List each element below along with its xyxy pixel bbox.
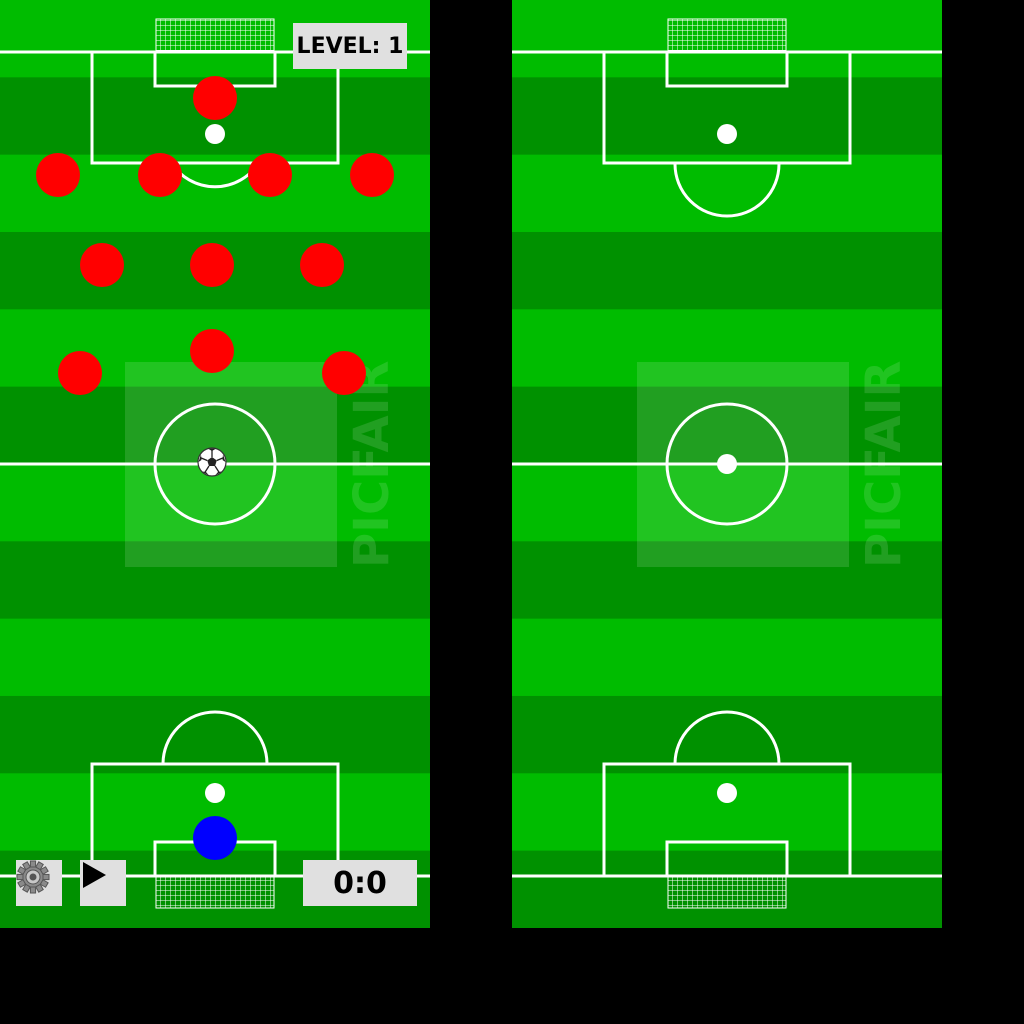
opponent-player bbox=[36, 153, 80, 197]
opponent-player bbox=[322, 351, 366, 395]
soccer-ball-icon[interactable] bbox=[197, 447, 227, 477]
grass-stripe bbox=[512, 386, 942, 465]
grass-stripe bbox=[512, 463, 942, 542]
grass-stripe bbox=[0, 618, 430, 697]
center-spot bbox=[717, 454, 737, 474]
grass-stripe bbox=[512, 541, 942, 620]
gear-icon bbox=[16, 860, 50, 894]
grass-stripe bbox=[512, 309, 942, 388]
bottom-penalty-arc bbox=[161, 710, 269, 765]
bottom-goal-net bbox=[667, 875, 787, 909]
bottom-penalty-arc bbox=[673, 710, 781, 765]
top-goal-net bbox=[155, 18, 275, 53]
center-circle bbox=[665, 402, 789, 526]
bottom-penalty-spot bbox=[717, 783, 737, 803]
top-penalty-spot bbox=[205, 124, 225, 144]
score-display: 0:0 bbox=[303, 860, 417, 906]
opponent-player bbox=[138, 153, 182, 197]
top-penalty-spot bbox=[717, 124, 737, 144]
settings-button[interactable] bbox=[16, 860, 62, 906]
opponent-player bbox=[190, 329, 234, 373]
preview-pitch: PICFAIR bbox=[512, 0, 942, 928]
grass-stripe bbox=[512, 154, 942, 233]
center-circle bbox=[153, 402, 277, 526]
bottom-penalty-spot bbox=[205, 783, 225, 803]
opponent-player bbox=[350, 153, 394, 197]
pitch-markings: PICFAIR bbox=[512, 0, 942, 928]
top-penalty-arc bbox=[673, 163, 781, 218]
play-icon bbox=[83, 862, 106, 888]
play-button[interactable] bbox=[80, 860, 126, 906]
opponent-player bbox=[58, 351, 102, 395]
level-indicator: LEVEL: 1 bbox=[293, 23, 407, 69]
opponent-team bbox=[36, 76, 394, 395]
player-striker[interactable] bbox=[193, 816, 237, 860]
opponent-player bbox=[248, 153, 292, 197]
opponent-player bbox=[190, 243, 234, 287]
bottom-goal-net bbox=[155, 875, 275, 909]
grass-stripe bbox=[0, 463, 430, 542]
top-goal-net bbox=[667, 18, 787, 53]
opponent-player bbox=[300, 243, 344, 287]
pitch-markings: PICFAIR bbox=[0, 0, 430, 928]
grass-stripe bbox=[0, 541, 430, 620]
grass-stripe bbox=[512, 231, 942, 310]
game-pitch[interactable]: PICFAIR bbox=[0, 0, 430, 928]
opponent-player bbox=[193, 76, 237, 120]
opponent-player bbox=[80, 243, 124, 287]
grass-stripe bbox=[512, 618, 942, 697]
grass-stripe bbox=[0, 695, 430, 774]
grass-stripe bbox=[512, 695, 942, 774]
